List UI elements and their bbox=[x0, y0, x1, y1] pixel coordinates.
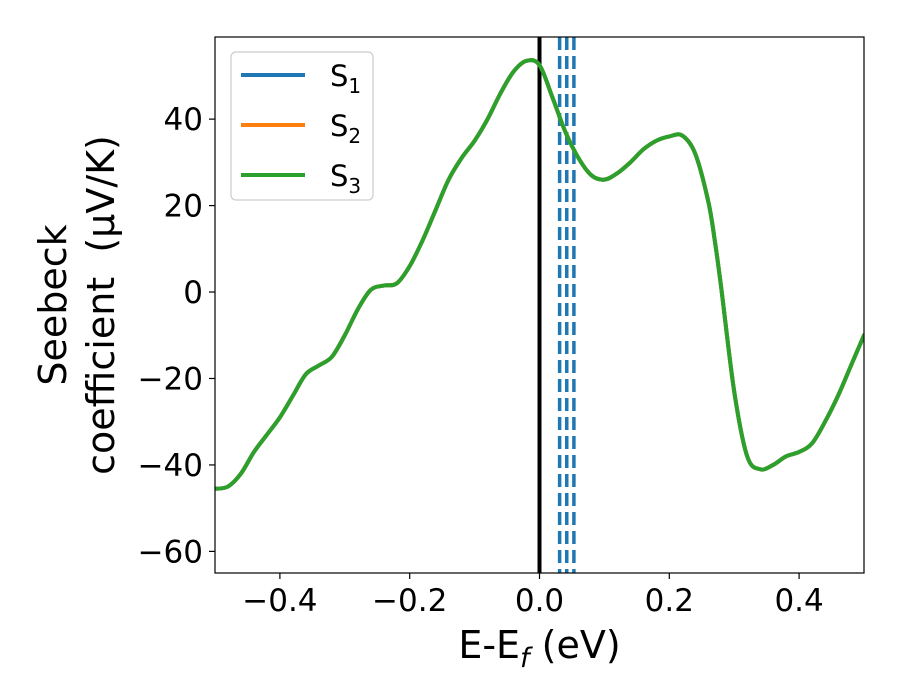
legend-label-S2: S2 bbox=[330, 109, 361, 148]
y-tick-label: −40 bbox=[138, 448, 203, 484]
y-axis-label-line1: Seebeck bbox=[31, 224, 75, 385]
x-tick-label: −0.2 bbox=[372, 583, 447, 619]
y-tick-label: −60 bbox=[138, 534, 203, 570]
y-axis-label-line2: coefficient (μV/K) bbox=[79, 135, 123, 475]
x-tick-label: 0.2 bbox=[645, 583, 694, 619]
y-tick-label: 0 bbox=[183, 275, 203, 311]
y-tick-label: 20 bbox=[164, 189, 203, 225]
x-axis-label: E-Ef (eV) bbox=[458, 623, 620, 674]
legend-label-S3: S3 bbox=[330, 159, 361, 198]
y-tick-label: −20 bbox=[138, 361, 203, 397]
legend: S1 S2 S3 bbox=[230, 51, 374, 201]
axes: −0.4 −0.2 0.0 0.2 0.4 −60 −40 −20 0 20 40 E-Ef (eV)… bbox=[31, 36, 865, 674]
y-axis-label: Seebeck coefficient (μV/K) bbox=[31, 135, 123, 475]
y-tick-label: 40 bbox=[164, 102, 203, 138]
x-tick-label: 0.4 bbox=[774, 583, 823, 619]
legend-label-S1: S1 bbox=[330, 59, 361, 98]
series-line-S3 bbox=[215, 58, 864, 491]
plot-area bbox=[215, 37, 864, 573]
x-tick-label: 0.0 bbox=[515, 583, 564, 619]
x-tick-label: −0.4 bbox=[242, 583, 317, 619]
